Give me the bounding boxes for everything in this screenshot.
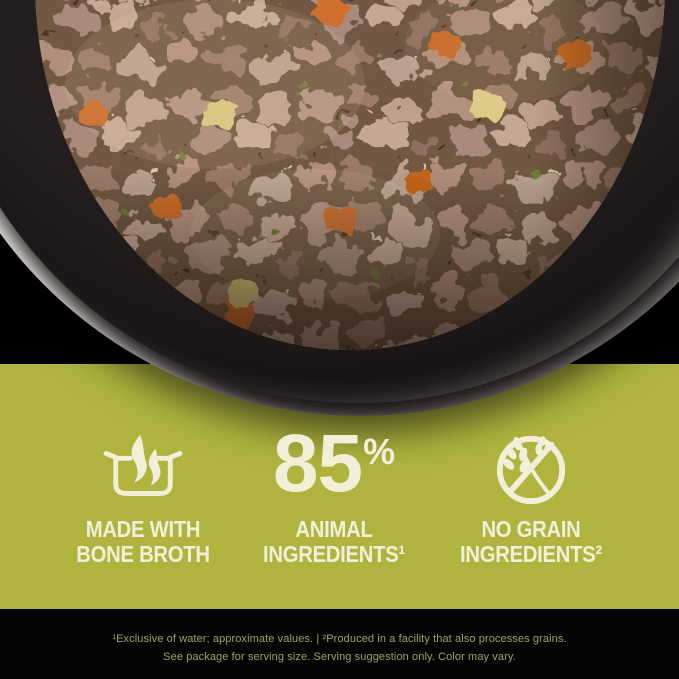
benefit-label-line2: INGREDIENTS¹ [263,541,405,567]
benefit-label-line1: ANIMAL [295,516,373,542]
disclaimer-line-1: ¹Exclusive of water; approximate values.… [112,633,567,645]
percent-sign: % [363,431,396,472]
benefit-label-line1: NO GRAIN [481,516,581,542]
benefit-animal-ingredients: 85% ANIMAL INGREDIENTS¹ [234,423,434,567]
benefit-label-line2: INGREDIENTS² [460,541,602,567]
benefit-no-grain: NO GRAIN INGREDIENTS² [431,428,631,567]
stat-value: 85 [272,418,363,509]
stat-85-percent: 85% [234,423,434,510]
benefit-label-line2: BONE BROTH [76,541,210,567]
no-grain-wheat-icon [431,428,631,510]
steaming-pot-icon [43,428,243,510]
benefits-band: MADE WITH BONE BROTH 85% ANIMAL INGREDIE… [0,364,679,609]
benefit-bone-broth: MADE WITH BONE BROTH [43,428,243,567]
benefit-label-line1: MADE WITH [85,516,201,542]
disclaimer-line-2: See package for serving size. Serving su… [163,651,516,663]
disclaimer-band: ¹Exclusive of water; approximate values.… [0,609,679,679]
